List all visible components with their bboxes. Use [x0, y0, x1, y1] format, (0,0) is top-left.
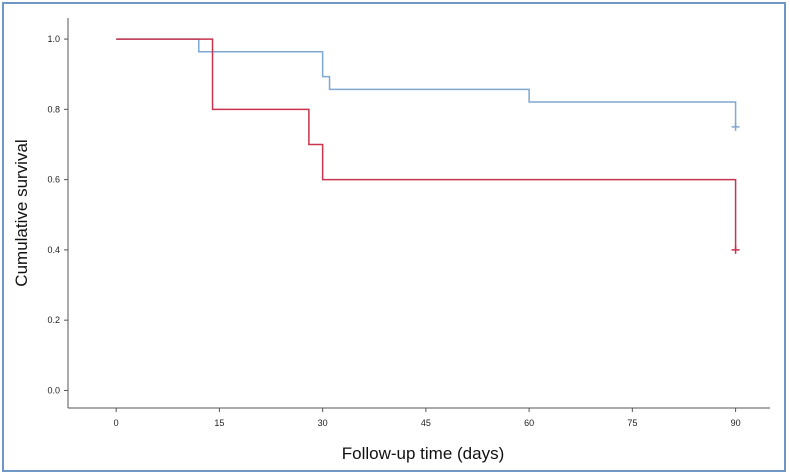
y-tick-label: 0.2: [47, 315, 60, 325]
x-ticks: 0 15 30 45 60 75 90: [114, 408, 741, 428]
x-tick-label: 30: [318, 418, 328, 428]
x-axis-title: Follow-up time (days): [342, 444, 505, 463]
y-tick-label: 1.0: [47, 34, 60, 44]
series-layer: [116, 38, 740, 254]
x-tick-label: 90: [731, 418, 741, 428]
y-tick-label: 0.8: [47, 104, 60, 114]
series-1-line: [116, 38, 737, 127]
series-1-censor-mark: [731, 122, 740, 131]
x-tick-label: 75: [627, 418, 637, 428]
series-2-line: [116, 38, 737, 250]
y-ticks: 0.0 0.2 0.4 0.6 0.8 1.0: [47, 34, 68, 395]
y-tick-label: 0.6: [47, 175, 60, 185]
chart-frame: [2, 2, 786, 472]
axes: [67, 18, 770, 409]
x-tick-label: 60: [524, 418, 534, 428]
x-tick-label: 45: [421, 418, 431, 428]
x-tick-label: 15: [214, 418, 224, 428]
y-tick-label: 0.4: [47, 245, 60, 255]
series-2-censor-mark: [731, 245, 740, 254]
x-tick-label: 0: [114, 418, 119, 428]
y-tick-label: 0.0: [47, 385, 60, 395]
y-axis-title: Cumulative survival: [12, 139, 31, 286]
